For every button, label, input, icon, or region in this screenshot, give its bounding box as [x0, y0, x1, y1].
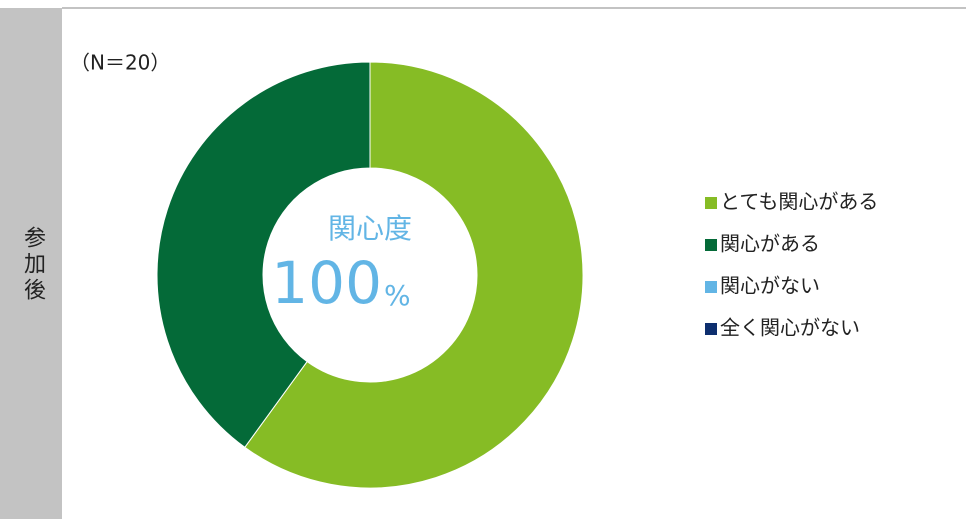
legend-swatch [705, 323, 717, 335]
legend-swatch [705, 197, 717, 209]
top-rule [62, 7, 966, 9]
center-value: 100 [271, 249, 382, 317]
legend-label: とても関心がある [720, 190, 878, 214]
legend-swatch [705, 281, 717, 293]
donut-slice [244, 61, 584, 489]
legend-swatch [705, 239, 717, 251]
legend-label: 関心がない [720, 274, 820, 298]
side-label: 参加後 [20, 226, 46, 304]
center-unit: % [384, 279, 411, 312]
center-label: 関心度 [328, 212, 412, 245]
donut-slice [156, 61, 371, 449]
side-band [0, 8, 62, 519]
legend-label: 関心がある [720, 232, 820, 256]
legend-label: 全く関心がない [720, 316, 860, 340]
chart-title: （N＝20） [70, 51, 170, 75]
